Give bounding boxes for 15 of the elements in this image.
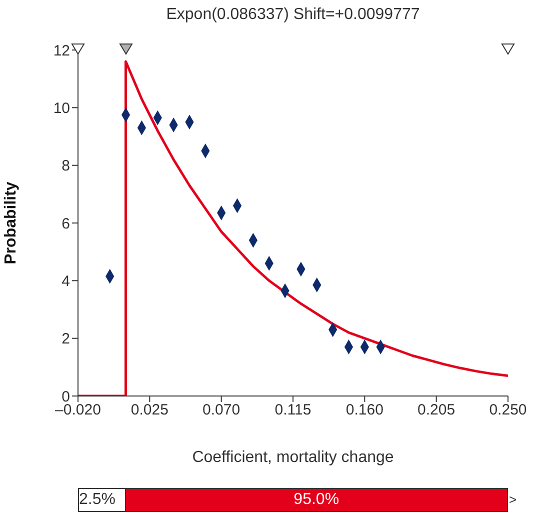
chart-title: Expon(0.086337) Shift=+0.0099777 bbox=[165, 6, 421, 24]
x-tick-label: 0.070 bbox=[202, 402, 240, 419]
y-tick-label: 6 bbox=[62, 215, 70, 232]
x-tick-label: 0.205 bbox=[418, 402, 456, 419]
y-tick-label: 12 bbox=[53, 42, 70, 60]
x-tick-label: 0.250 bbox=[489, 402, 527, 419]
x-tick-label: 0.115 bbox=[274, 402, 312, 419]
y-tick-label: 2 bbox=[62, 330, 70, 348]
y-tick-label: 8 bbox=[62, 158, 70, 175]
y-tick-label: 4 bbox=[62, 272, 70, 290]
x-tick-label: 0.025 bbox=[130, 402, 168, 419]
x-axis-title: Coefficient, mortality change bbox=[192, 449, 394, 466]
y-tick-label: 10 bbox=[53, 100, 70, 117]
y-axis-title: Probability bbox=[2, 182, 20, 264]
x-tick-label: 0.160 bbox=[346, 402, 384, 419]
